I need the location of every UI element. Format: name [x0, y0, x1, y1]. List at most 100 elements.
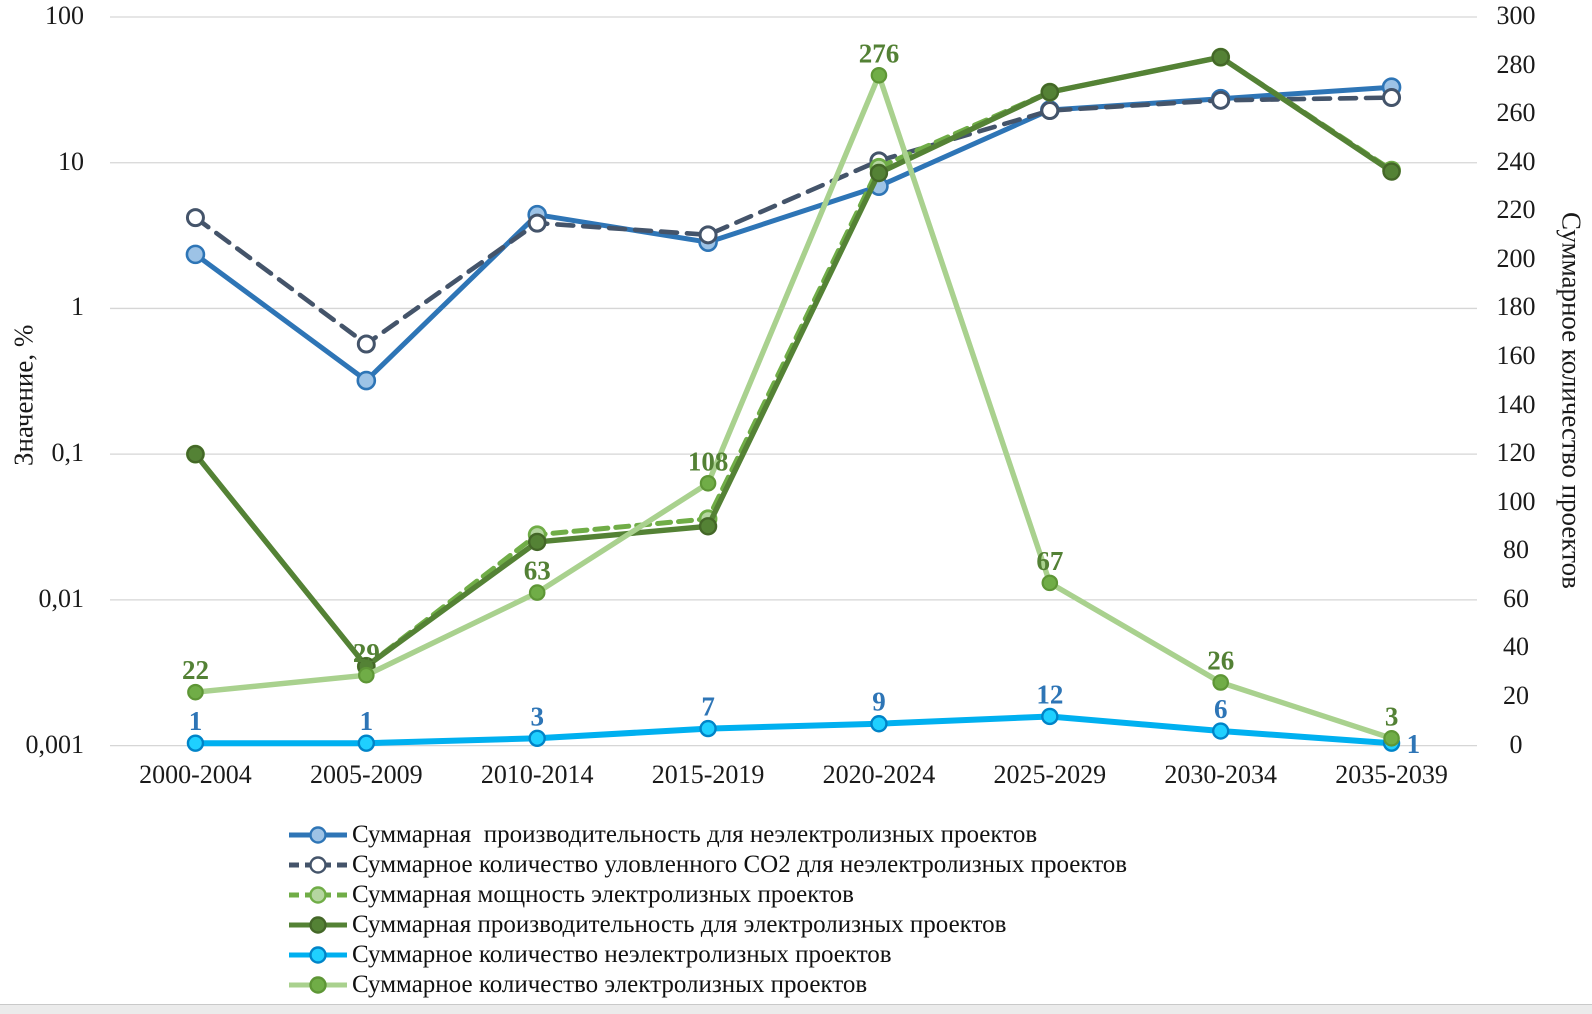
y-axis-tick-right: 20: [1503, 681, 1529, 711]
data-point-label: 1: [1407, 729, 1421, 759]
series-marker: [1212, 674, 1229, 691]
chart-legend: Суммарная производительность для неэлект…: [288, 820, 1127, 1000]
x-axis-label: 2015-2019: [651, 760, 765, 789]
series-marker: [1040, 101, 1060, 121]
legend-label: Суммарное количество уловленного CO2 для…: [352, 851, 1128, 878]
legend-swatch-5: [289, 946, 347, 964]
series-line-2: [193, 95, 1394, 347]
x-axis-label: 2020-2024: [822, 760, 936, 789]
legend-swatch-4: [289, 916, 347, 934]
y-axis-tick-left: 10: [58, 146, 84, 176]
series-marker: [1382, 162, 1401, 181]
x-axis-label: 2005-2009: [309, 760, 423, 789]
legend-label: Суммарное количество электролизных проек…: [352, 971, 868, 998]
y-axis-tick-right: 300: [1496, 1, 1536, 30]
series-marker: [358, 666, 375, 684]
series-marker: [187, 683, 204, 701]
legend-item: Суммарная мощность электролизных проекто…: [288, 880, 1127, 910]
series-marker: [1211, 47, 1230, 67]
y-axis-tick-right: 120: [1496, 438, 1536, 468]
footer-strip: [0, 1004, 1592, 1014]
series-marker: [869, 163, 889, 183]
series-marker: [870, 715, 888, 733]
x-axis-label: 2000-2004: [139, 760, 252, 789]
data-point-label: 3: [1385, 701, 1399, 731]
data-point-label: 1: [189, 706, 203, 736]
y-axis-tick-right: 260: [1496, 98, 1536, 128]
series-marker: [356, 370, 377, 391]
series-marker: [357, 734, 376, 752]
legend-item: Суммарная производительность для неэлект…: [288, 820, 1127, 850]
data-point-label: 7: [701, 692, 715, 722]
y-axis-tick-left: 1: [71, 292, 84, 322]
series-marker: [527, 532, 547, 552]
series-marker: [1211, 722, 1230, 740]
series-marker: [1040, 82, 1060, 102]
y-axis-tick-right: 140: [1496, 389, 1536, 419]
legend-swatch-1: [289, 826, 347, 844]
series-marker: [1382, 88, 1402, 108]
legend-swatch-2: [289, 856, 347, 874]
legend-item: Суммарное количество электролизных проек…: [288, 970, 1127, 1000]
series-marker: [1211, 90, 1231, 110]
y-axis-tick-right: 0: [1509, 729, 1523, 759]
y-axis-tick-right: 180: [1496, 292, 1536, 322]
series-marker: [186, 734, 205, 752]
legend-item: Суммарная производительность для электро…: [288, 910, 1127, 940]
series-line-5: [192, 713, 1395, 747]
series-marker: [528, 584, 546, 601]
y-axis-tick-left: 100: [45, 1, 84, 30]
y-axis-tick-right: 200: [1496, 243, 1536, 273]
y-axis-tick-left: 0,1: [51, 438, 85, 468]
series-marker: [527, 213, 547, 233]
series-marker: [698, 517, 718, 536]
data-point-label: 29: [353, 638, 380, 668]
legend-label: Суммарная производительность для неэлект…: [352, 821, 1038, 848]
y-axis-tick-right: 220: [1496, 195, 1536, 225]
data-point-label: 67: [1036, 546, 1063, 576]
series-marker: [1383, 730, 1400, 747]
legend-swatch-6: [289, 976, 347, 994]
y-axis-tick-right: 280: [1496, 49, 1536, 79]
legend-swatch-3: [289, 886, 347, 904]
series-marker: [699, 475, 717, 492]
series-line-4: [192, 54, 1395, 669]
y-axis-tick-left: 0,001: [25, 729, 85, 759]
series-marker: [356, 334, 376, 354]
y-axis-tick-right: 80: [1503, 535, 1529, 565]
series-marker: [870, 66, 888, 84]
right-axis-title: Суммарное количество проектов: [1556, 211, 1587, 589]
series-line-6: [192, 72, 1395, 741]
series-marker: [185, 244, 206, 265]
x-axis-label: 2035-2039: [1335, 760, 1448, 789]
data-point-label: 63: [524, 556, 551, 586]
series-marker: [186, 444, 205, 464]
data-point-label: 108: [688, 446, 729, 476]
data-point-label: 1: [360, 706, 374, 736]
legend-item: Суммарное количество неэлектролизных про…: [288, 940, 1127, 970]
legend-item: Суммарное количество уловленного CO2 для…: [288, 850, 1127, 880]
x-axis-label: 2010-2014: [480, 760, 594, 789]
data-point-label: 276: [859, 38, 900, 68]
data-point-label: 9: [872, 687, 886, 717]
y-axis-tick-right: 40: [1503, 632, 1529, 662]
data-point-label: 26: [1207, 645, 1234, 675]
data-point-label: 3: [530, 701, 544, 731]
legend-label: Суммарная производительность для электро…: [352, 911, 1007, 938]
data-point-label: 6: [1214, 694, 1228, 724]
data-point-label: 22: [182, 655, 209, 685]
y-axis-tick-right: 60: [1503, 583, 1529, 613]
y-axis-tick-right: 100: [1496, 486, 1536, 516]
data-point-label: 12: [1036, 679, 1063, 709]
series-marker: [185, 208, 205, 228]
series-marker: [698, 225, 718, 245]
series-marker: [699, 719, 717, 738]
y-axis-tick-right: 240: [1496, 146, 1536, 176]
y-axis-tick-right: 160: [1496, 341, 1536, 370]
x-axis-label: 2025-2029: [993, 760, 1107, 789]
series-line-3: [192, 54, 1395, 669]
x-axis-label: 2030-2034: [1164, 760, 1278, 789]
series-marker: [1041, 574, 1059, 592]
